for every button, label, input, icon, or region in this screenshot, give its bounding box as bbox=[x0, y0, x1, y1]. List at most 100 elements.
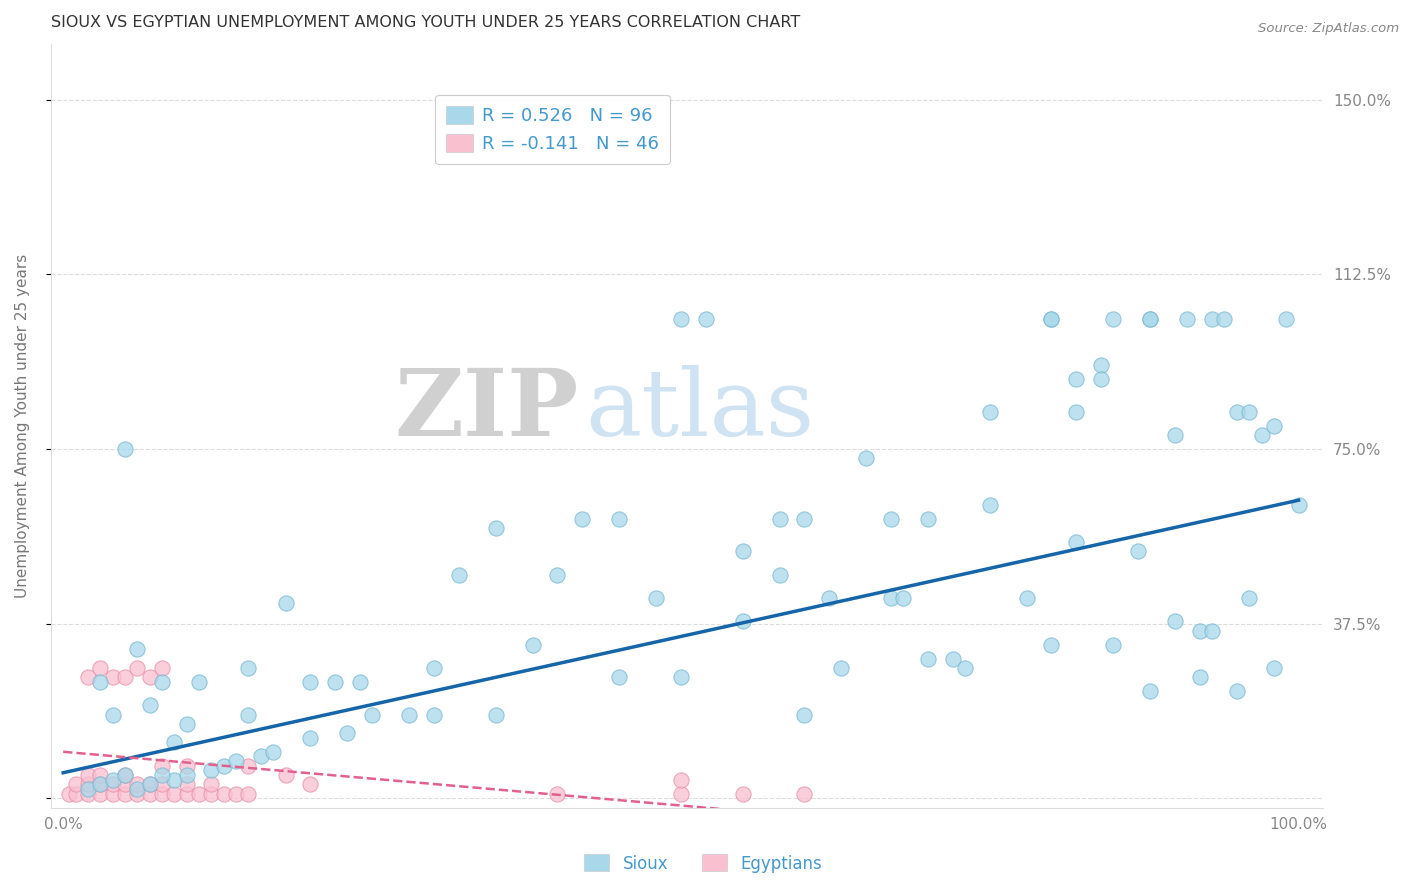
Point bbox=[101, 777, 124, 791]
Point bbox=[607, 512, 630, 526]
Point bbox=[423, 707, 446, 722]
Point bbox=[176, 777, 198, 791]
Point bbox=[793, 787, 815, 801]
Point bbox=[58, 787, 80, 801]
Point bbox=[1250, 428, 1272, 442]
Point bbox=[65, 777, 87, 791]
Point bbox=[1188, 670, 1211, 684]
Point bbox=[114, 787, 136, 801]
Point bbox=[127, 642, 149, 657]
Point bbox=[77, 782, 100, 797]
Y-axis label: Unemployment Among Youth under 25 years: Unemployment Among Youth under 25 years bbox=[15, 253, 30, 598]
Point bbox=[1237, 405, 1260, 419]
Point bbox=[225, 787, 247, 801]
Point bbox=[1040, 638, 1063, 652]
Text: SIOUX VS EGYPTIAN UNEMPLOYMENT AMONG YOUTH UNDER 25 YEARS CORRELATION CHART: SIOUX VS EGYPTIAN UNEMPLOYMENT AMONG YOU… bbox=[51, 15, 800, 30]
Point bbox=[361, 707, 384, 722]
Point bbox=[1064, 405, 1087, 419]
Point bbox=[89, 777, 111, 791]
Point bbox=[1064, 535, 1087, 549]
Point bbox=[299, 674, 322, 689]
Point bbox=[1213, 311, 1236, 326]
Point bbox=[89, 777, 111, 791]
Point bbox=[176, 758, 198, 772]
Point bbox=[1102, 311, 1125, 326]
Point bbox=[1126, 544, 1149, 558]
Point bbox=[1139, 311, 1161, 326]
Point bbox=[127, 782, 149, 797]
Point bbox=[188, 787, 211, 801]
Point bbox=[323, 674, 346, 689]
Point bbox=[522, 638, 544, 652]
Point bbox=[238, 661, 260, 675]
Point bbox=[89, 768, 111, 782]
Point bbox=[200, 777, 222, 791]
Point bbox=[1090, 372, 1112, 386]
Point bbox=[101, 787, 124, 801]
Point bbox=[731, 787, 754, 801]
Point bbox=[769, 567, 792, 582]
Point bbox=[1139, 684, 1161, 698]
Point bbox=[262, 745, 284, 759]
Point bbox=[65, 787, 87, 801]
Point bbox=[731, 544, 754, 558]
Point bbox=[200, 764, 222, 778]
Legend: R = 0.526   N = 96, R = -0.141   N = 46: R = 0.526 N = 96, R = -0.141 N = 46 bbox=[436, 95, 669, 164]
Point bbox=[1188, 624, 1211, 638]
Point bbox=[669, 787, 692, 801]
Point bbox=[645, 591, 668, 605]
Point bbox=[942, 651, 965, 665]
Point bbox=[793, 512, 815, 526]
Point bbox=[1164, 615, 1187, 629]
Point bbox=[114, 777, 136, 791]
Point bbox=[138, 787, 160, 801]
Point bbox=[138, 670, 160, 684]
Point bbox=[238, 707, 260, 722]
Point bbox=[163, 787, 186, 801]
Point bbox=[1164, 428, 1187, 442]
Point bbox=[546, 787, 568, 801]
Point bbox=[1201, 311, 1223, 326]
Point bbox=[250, 749, 273, 764]
Point bbox=[1040, 311, 1063, 326]
Point bbox=[1102, 638, 1125, 652]
Point bbox=[607, 670, 630, 684]
Point bbox=[225, 754, 247, 768]
Point bbox=[150, 661, 173, 675]
Point bbox=[238, 787, 260, 801]
Point bbox=[127, 777, 149, 791]
Point bbox=[484, 707, 506, 722]
Point bbox=[1263, 418, 1285, 433]
Point bbox=[917, 512, 939, 526]
Point bbox=[1064, 372, 1087, 386]
Point bbox=[114, 670, 136, 684]
Point bbox=[212, 787, 235, 801]
Point bbox=[1090, 358, 1112, 372]
Point bbox=[138, 698, 160, 713]
Point bbox=[1139, 311, 1161, 326]
Point bbox=[101, 670, 124, 684]
Point bbox=[880, 512, 903, 526]
Point bbox=[979, 405, 1001, 419]
Point bbox=[1040, 311, 1063, 326]
Point bbox=[769, 512, 792, 526]
Point bbox=[212, 758, 235, 772]
Point bbox=[484, 521, 506, 535]
Point bbox=[77, 768, 100, 782]
Point bbox=[818, 591, 841, 605]
Point bbox=[447, 567, 470, 582]
Point bbox=[336, 726, 359, 740]
Point bbox=[150, 674, 173, 689]
Point bbox=[1177, 311, 1199, 326]
Point bbox=[176, 716, 198, 731]
Point bbox=[176, 787, 198, 801]
Point bbox=[979, 498, 1001, 512]
Point bbox=[299, 777, 322, 791]
Point bbox=[546, 567, 568, 582]
Point bbox=[101, 707, 124, 722]
Point bbox=[77, 670, 100, 684]
Point bbox=[1288, 498, 1310, 512]
Point bbox=[101, 772, 124, 787]
Point bbox=[127, 787, 149, 801]
Point bbox=[188, 674, 211, 689]
